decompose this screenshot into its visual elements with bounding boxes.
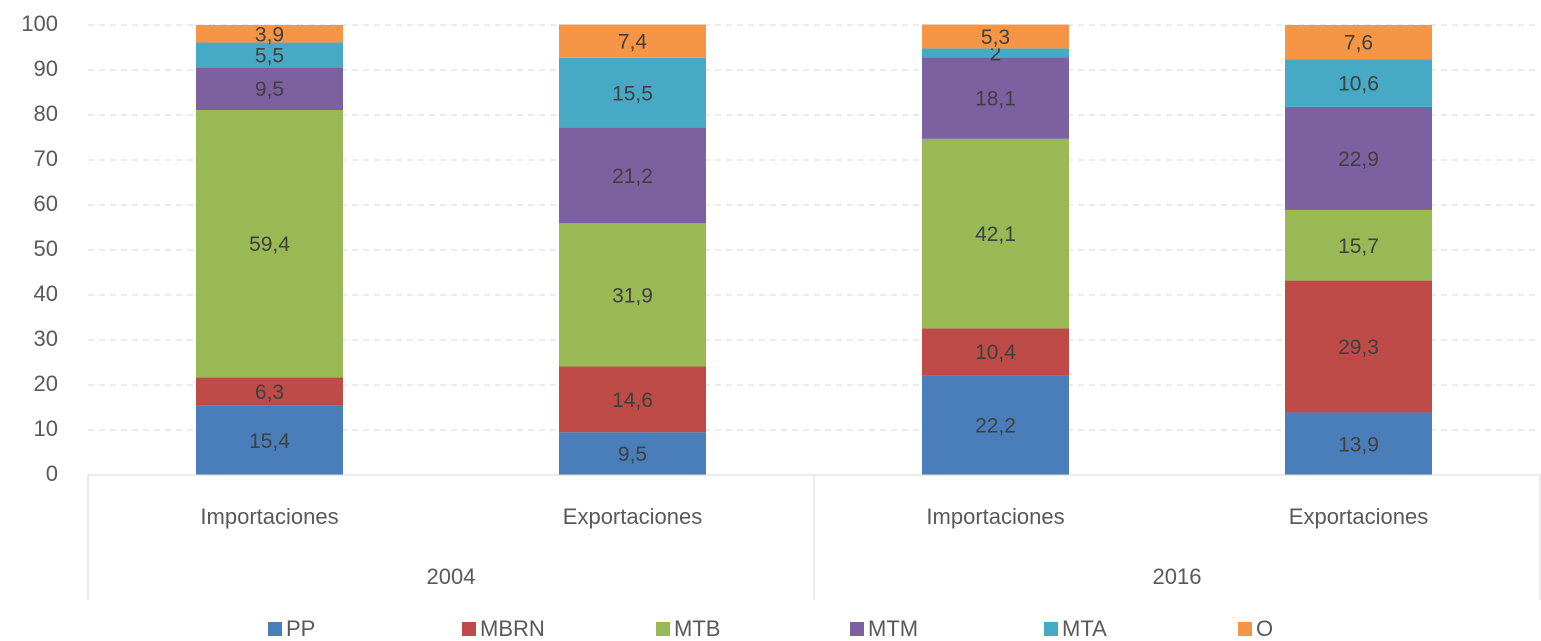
legend-label: PP (286, 616, 315, 641)
bar-segment (922, 57, 1069, 139)
data-label: 9,5 (618, 443, 647, 466)
data-label: 10,4 (975, 341, 1016, 364)
legend-label: O (1256, 616, 1273, 641)
bar-segment (922, 375, 1069, 475)
bar-segment (196, 42, 343, 68)
data-label: 7,4 (618, 31, 648, 54)
x-tick-label: Exportaciones (1289, 504, 1428, 529)
data-label: 29,3 (1338, 336, 1379, 359)
legend-swatch (850, 622, 864, 636)
bar-segment (196, 405, 343, 475)
legend-label: MTB (674, 616, 720, 641)
y-tick-label: 100 (21, 11, 58, 36)
y-tick-label: 70 (34, 146, 58, 171)
data-label: 3,9 (255, 23, 284, 46)
bar-segment (1285, 412, 1432, 475)
data-label: 14,6 (612, 389, 653, 412)
bar-segment (559, 366, 706, 433)
data-label: 2 (990, 42, 1002, 65)
bar-segment (196, 377, 343, 406)
bar-segment (1285, 209, 1432, 281)
bar-segment (559, 57, 706, 128)
legend-label: MTA (1062, 616, 1107, 641)
data-label: 6,3 (255, 381, 284, 404)
bar-segment (1285, 59, 1432, 107)
data-label: 5,3 (981, 26, 1010, 49)
y-tick-label: 30 (34, 326, 58, 351)
y-tick-label: 10 (34, 416, 58, 441)
y-tick-label: 60 (34, 191, 58, 216)
y-tick-label: 20 (34, 371, 58, 396)
data-label: 22,9 (1338, 148, 1379, 171)
bar-segment (196, 25, 343, 43)
data-label: 15,5 (612, 82, 653, 105)
bar-segment (196, 67, 343, 111)
data-label: 59,4 (249, 233, 290, 256)
group-label: 2016 (1153, 564, 1202, 589)
bar-segment (559, 432, 706, 475)
data-label: 5,5 (255, 44, 284, 67)
data-label: 21,2 (612, 165, 653, 188)
data-label: 15,7 (1338, 235, 1379, 258)
data-label: 13,9 (1338, 433, 1379, 456)
legend-swatch (1238, 622, 1252, 636)
legend-label: MBRN (480, 616, 545, 641)
data-label: 18,1 (975, 88, 1016, 111)
group-label: 2004 (427, 564, 476, 589)
x-tick-label: Importaciones (926, 504, 1064, 529)
bar-segment (559, 223, 706, 367)
data-label: 31,9 (612, 284, 653, 307)
bar-segment (196, 110, 343, 378)
y-tick-label: 90 (34, 56, 58, 81)
bar-segment (1285, 280, 1432, 413)
data-label: 22,2 (975, 415, 1016, 438)
bar-segment (1285, 106, 1432, 210)
data-label: 10,6 (1338, 73, 1379, 96)
bar-segment (559, 127, 706, 223)
data-label: 15,4 (249, 430, 290, 453)
data-label: 42,1 (975, 223, 1016, 246)
bar-segment (922, 48, 1069, 58)
bar-segment (922, 328, 1069, 376)
legend-swatch (268, 622, 282, 636)
legend-swatch (656, 622, 670, 636)
y-tick-label: 80 (34, 101, 58, 126)
y-tick-label: 0 (46, 461, 58, 486)
legend-label: MTM (868, 616, 918, 641)
legend-swatch (462, 622, 476, 636)
data-label: 9,5 (255, 78, 284, 101)
bar-segment (922, 138, 1069, 329)
y-tick-label: 50 (34, 236, 58, 261)
bar-segment (922, 24, 1069, 49)
x-tick-label: Exportaciones (563, 504, 702, 529)
bar-segment (1285, 25, 1432, 60)
legend-swatch (1044, 622, 1058, 636)
data-label: 7,6 (1344, 32, 1373, 55)
bar-segment (559, 24, 706, 58)
x-tick-label: Importaciones (200, 504, 338, 529)
y-tick-label: 40 (34, 281, 58, 306)
